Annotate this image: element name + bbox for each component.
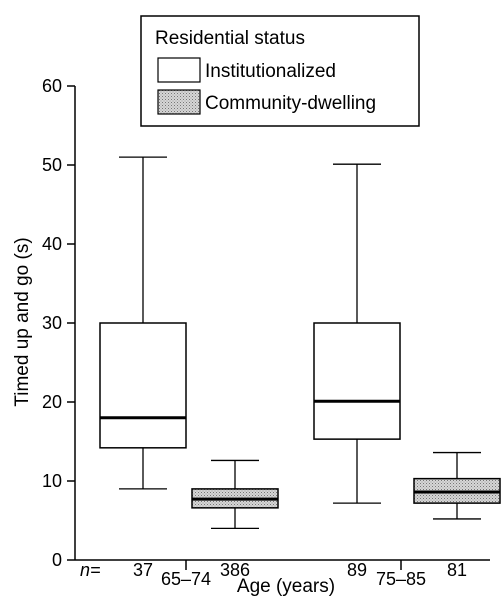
- n-count-label: 386: [220, 560, 250, 580]
- x-axis-title: Age (years): [237, 576, 335, 596]
- legend-title: Residential status: [155, 28, 305, 49]
- n-prefix-label: n=: [80, 560, 101, 580]
- legend-label-institutionalized: Institutionalized: [205, 61, 336, 82]
- legend-swatch-institutionalized: [157, 57, 201, 83]
- y-tick-label: 40: [42, 234, 62, 254]
- box-institutionalized-1: [99, 156, 187, 490]
- box-community-dwelling-1: [191, 459, 279, 530]
- y-tick-label: 20: [42, 392, 62, 412]
- y-tick-label: 50: [42, 155, 62, 175]
- n-count-label: 37: [133, 560, 153, 580]
- legend-label-community-dwelling: Community-dwelling: [205, 93, 376, 114]
- y-tick-label: 0: [52, 550, 62, 570]
- box-community-dwelling-2: [413, 451, 501, 520]
- legend-swatch-community-dwelling: [157, 89, 201, 115]
- y-tick-label: 30: [42, 313, 62, 333]
- n-count-label: 81: [447, 560, 467, 580]
- box-iqr: [313, 322, 401, 440]
- age-group-label: 75–85: [376, 569, 426, 589]
- y-tick-label: 60: [42, 76, 62, 96]
- box-iqr: [99, 322, 187, 449]
- n-count-label: 89: [347, 560, 367, 580]
- legend: Residential status Institutionalized Com…: [140, 15, 420, 127]
- age-group-label: 65–74: [161, 569, 211, 589]
- box-institutionalized-2: [313, 163, 401, 504]
- y-axis-title: Timed up and go (s): [12, 237, 33, 406]
- y-tick-label: 10: [42, 471, 62, 491]
